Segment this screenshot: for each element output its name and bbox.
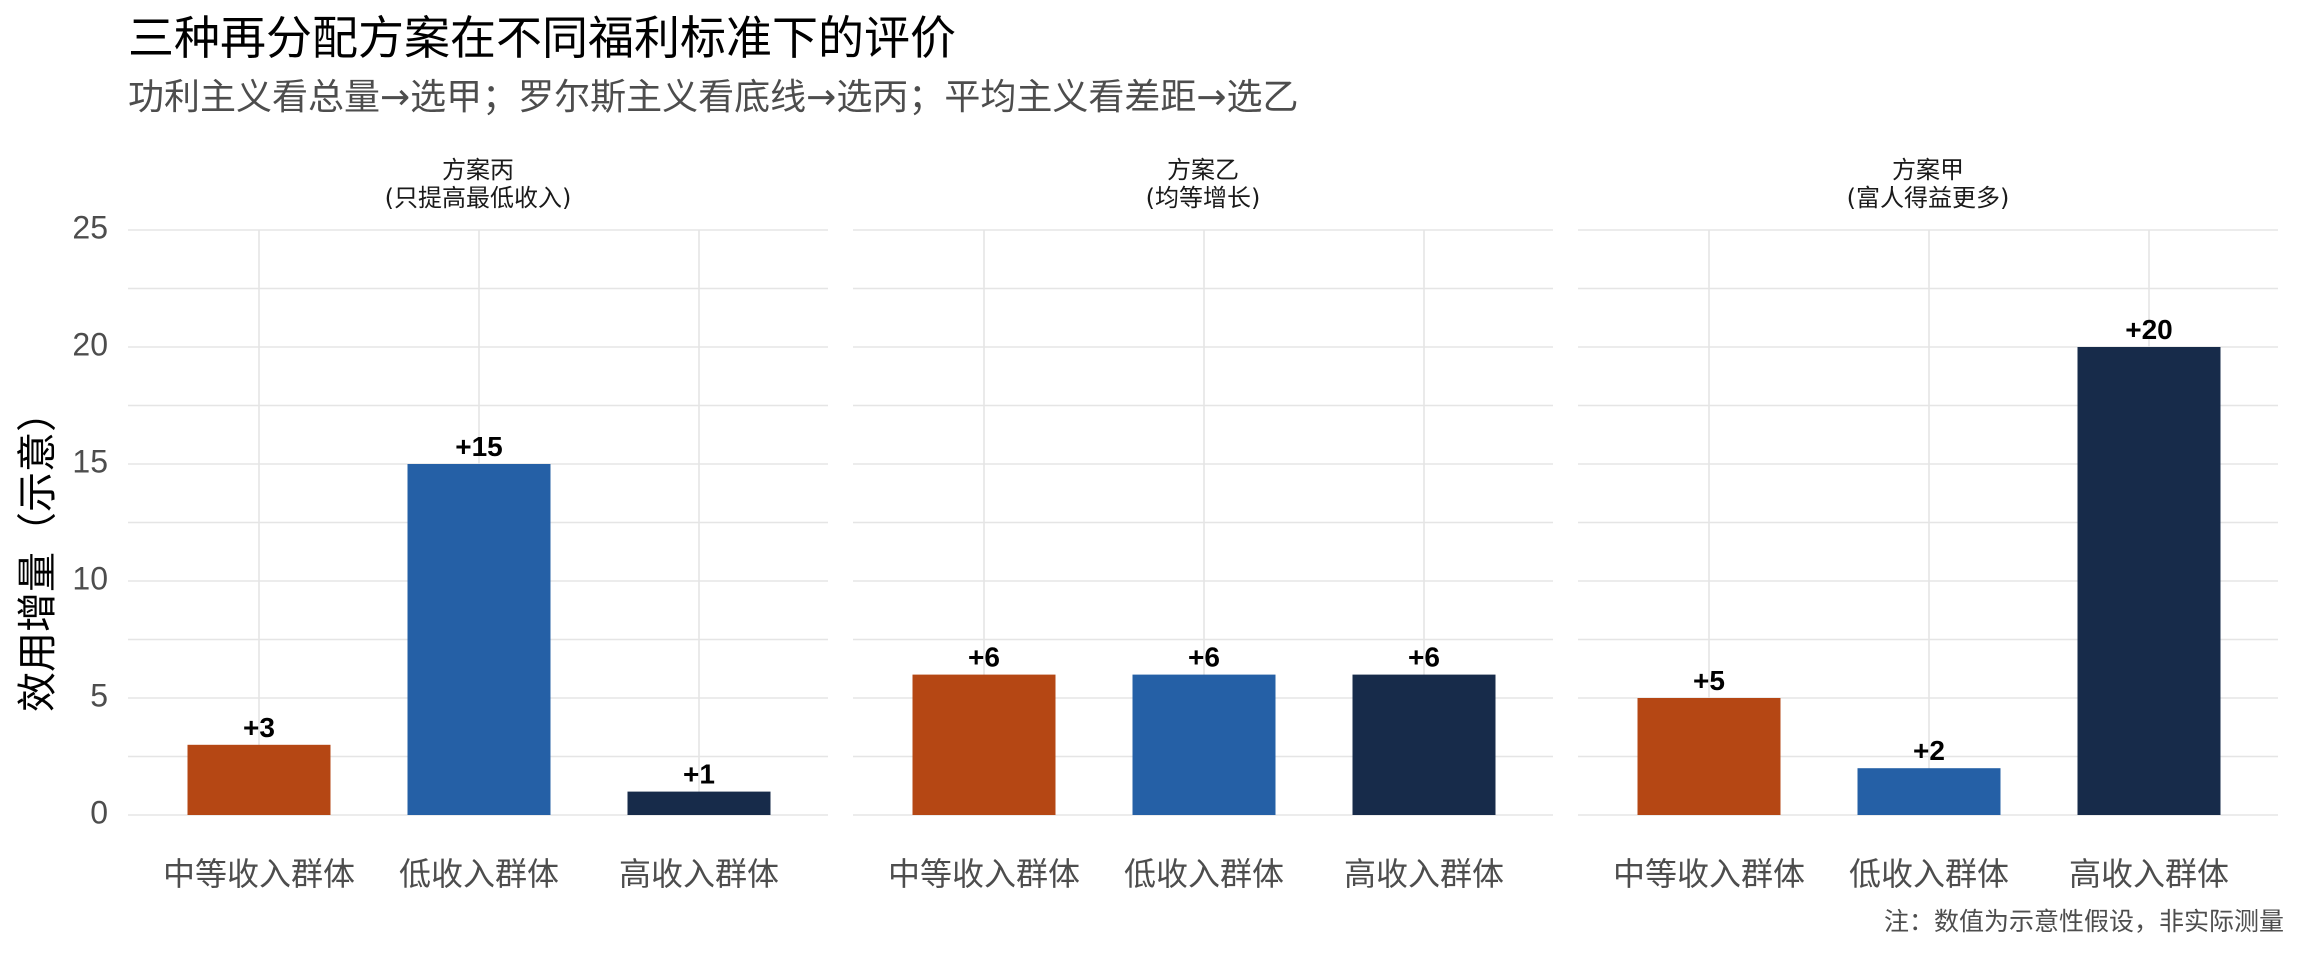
data-label: +6 bbox=[968, 642, 1000, 673]
y-axis-title: 效用增量（示意） bbox=[15, 392, 61, 712]
data-labels: +3 +15 +1 +6 +6 +6 +5 +2 +20 bbox=[243, 314, 2173, 790]
data-label: +6 bbox=[1188, 642, 1220, 673]
x-tick-label: 低收入群体 bbox=[1849, 855, 2009, 893]
chart-subtitle: 功利主义看总量→选甲；罗尔斯主义看底线→选丙；平均主义看差距→选乙 bbox=[128, 77, 1299, 118]
y-tick-label: 20 bbox=[72, 326, 108, 362]
y-tick-label: 5 bbox=[90, 677, 108, 713]
bar bbox=[1352, 674, 1496, 815]
facet-titles: 方案丙(只提高最低收入) 方案乙(均等增长) 方案甲(富人得益更多) bbox=[385, 156, 2010, 212]
data-label: +6 bbox=[1408, 642, 1440, 673]
x-tick-label: 高收入群体 bbox=[1344, 855, 1504, 893]
bar bbox=[2077, 347, 2221, 815]
y-tick-label: 15 bbox=[72, 443, 108, 479]
facet-title-name: 方案丙 bbox=[442, 156, 514, 184]
x-tick-label: 高收入群体 bbox=[619, 855, 779, 893]
x-tick-label: 中等收入群体 bbox=[1613, 855, 1805, 893]
y-tick-label: 10 bbox=[72, 560, 108, 596]
x-tick-label: 低收入群体 bbox=[1124, 855, 1284, 893]
x-tick-label: 高收入群体 bbox=[2069, 855, 2229, 893]
data-label: +5 bbox=[1693, 665, 1725, 696]
chart-title: 三种再分配方案在不同福利标准下的评价 bbox=[128, 11, 956, 65]
facet-title-name: 方案甲 bbox=[1892, 156, 1964, 184]
data-label: +3 bbox=[243, 712, 275, 743]
y-tick-label: 25 bbox=[72, 209, 108, 245]
facet-title-name: 方案乙 bbox=[1167, 156, 1239, 184]
x-tick-label: 中等收入群体 bbox=[888, 855, 1080, 893]
bar bbox=[1857, 768, 2001, 815]
facet-title-description: (富人得益更多) bbox=[1847, 184, 2010, 212]
data-label: +2 bbox=[1913, 735, 1945, 766]
data-label: +20 bbox=[2125, 314, 2173, 345]
bar bbox=[912, 674, 1056, 815]
data-label: +1 bbox=[683, 759, 715, 790]
y-axis: 0 5 10 15 20 25 bbox=[72, 209, 108, 830]
bar bbox=[627, 791, 771, 815]
x-axis: 中等收入群体 低收入群体 高收入群体 中等收入群体 低收入群体 高收入群体 中等收入群体 低收… bbox=[163, 855, 2229, 893]
data-label: +15 bbox=[455, 431, 503, 462]
y-tick-label: 0 bbox=[90, 794, 108, 830]
x-tick-label: 中等收入群体 bbox=[163, 855, 355, 893]
bar bbox=[1132, 674, 1276, 815]
chart-caption: 注：数值为示意性假设，非实际测量 bbox=[1883, 907, 2284, 936]
bar bbox=[187, 744, 331, 815]
bar bbox=[407, 464, 551, 815]
facet-title-description: (均等增长) bbox=[1146, 184, 1261, 212]
facet-title-description: (只提高最低收入) bbox=[385, 184, 572, 212]
bar bbox=[1637, 698, 1781, 815]
x-tick-label: 低收入群体 bbox=[399, 855, 559, 893]
bars bbox=[187, 347, 2221, 815]
